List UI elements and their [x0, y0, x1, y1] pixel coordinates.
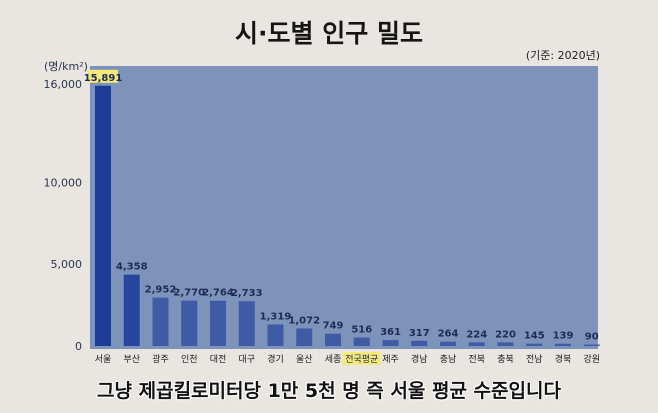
value-label: 317	[409, 328, 430, 339]
bar	[238, 301, 255, 346]
bar	[411, 340, 428, 346]
value-label: 2,764	[202, 288, 234, 299]
value-label: 361	[380, 327, 401, 338]
bar	[555, 343, 571, 346]
base-year-note: (기준: 2020년)	[525, 49, 600, 62]
y-tick-label: 16,000	[44, 78, 83, 91]
value-label: 516	[351, 325, 372, 336]
value-label: 2,770	[173, 288, 205, 299]
category-label: 인천	[181, 354, 198, 365]
bar	[296, 328, 313, 346]
value-label: 2,952	[145, 285, 177, 296]
bar	[468, 342, 485, 346]
category-label: 충남	[440, 354, 457, 365]
category-label: 광주	[152, 353, 169, 365]
bar	[353, 337, 370, 346]
category-labels: 서울 부산 광주 인천 대전 대구 경기 울산 세종 전국평균 제주 경남 충남 전북 충북 전남 경북 강원	[95, 352, 600, 365]
value-label-highlight	[88, 69, 118, 83]
plot-area	[90, 66, 598, 349]
bar	[440, 341, 456, 346]
chart-title: 시·도별 인구 밀도	[235, 19, 423, 48]
category-label: 전남	[526, 354, 543, 365]
category-label: 충북	[497, 354, 514, 365]
category-label: 대구	[238, 354, 255, 365]
category-label: 울산	[296, 354, 313, 365]
value-label: 2,733	[231, 288, 263, 299]
category-label: 제주	[382, 354, 399, 365]
value-label: 90	[585, 332, 599, 343]
category-label: 경기	[267, 353, 284, 365]
bar	[325, 333, 341, 346]
caption-subtitle: 그냥 제곱킬로미터당 1만 5천 명 즉 서울 평균 수준입니다	[97, 380, 561, 402]
category-label: 강원	[583, 354, 600, 365]
value-label: 264	[438, 329, 459, 340]
y-tick-label: 0	[75, 340, 82, 353]
value-label: 220	[495, 329, 516, 340]
category-label: 전북	[468, 354, 485, 365]
bar	[583, 344, 600, 347]
bar	[267, 324, 284, 346]
bar	[526, 343, 543, 346]
category-label: 경북	[555, 353, 572, 365]
value-label: 1,072	[288, 315, 320, 326]
bar	[382, 340, 399, 346]
value-label: 145	[524, 331, 545, 342]
value-label: 1,319	[260, 311, 292, 322]
bars	[95, 85, 600, 347]
y-tick-label: 10,000	[44, 176, 83, 189]
bar	[95, 85, 111, 346]
value-label: 15,891	[84, 73, 123, 84]
category-label: 세종	[325, 354, 342, 365]
category-label-highlight	[342, 352, 381, 365]
value-label: 139	[553, 331, 574, 342]
value-label: 4,358	[116, 262, 148, 273]
value-label: 749	[323, 321, 344, 332]
y-axis-ticks: 0 5,000 10,000 16,000	[44, 78, 83, 353]
category-label: 경남	[411, 353, 428, 365]
category-label: 전국평균	[345, 354, 378, 365]
y-axis-unit-label: (명/km²)	[44, 60, 88, 73]
category-label: 서울	[95, 354, 112, 365]
bar	[152, 297, 169, 346]
bar	[497, 342, 514, 346]
y-tick-label: 5,000	[51, 258, 83, 271]
category-label: 부산	[123, 354, 140, 365]
value-label: 224	[466, 329, 487, 340]
bar	[210, 300, 226, 346]
bar	[123, 274, 140, 346]
category-label: 대전	[210, 354, 227, 365]
bar	[181, 300, 198, 346]
